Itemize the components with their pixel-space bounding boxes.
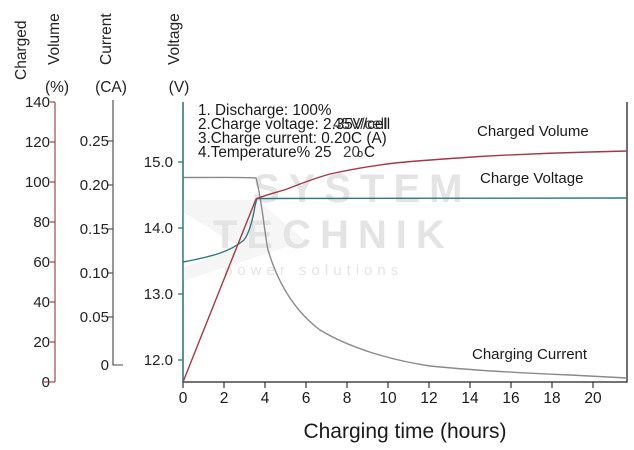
- svg-text:(CA): (CA): [95, 79, 127, 96]
- svg-text:Charged Volume: Charged Volume: [477, 123, 589, 140]
- svg-text:Voltage: Voltage: [166, 13, 183, 65]
- svg-text:0.25: 0.25: [80, 133, 109, 150]
- svg-text:(V): (V): [169, 79, 190, 96]
- svg-text:0.15: 0.15: [80, 221, 109, 238]
- svg-text:20: 20: [33, 334, 50, 351]
- svg-text:Charging Current: Charging Current: [472, 346, 588, 363]
- svg-text:140: 140: [25, 94, 50, 111]
- svg-text:13.0: 13.0: [144, 286, 173, 303]
- svg-text:o: o: [357, 148, 363, 160]
- svg-text:TECHNIK: TECHNIK: [213, 213, 454, 257]
- svg-text:0: 0: [101, 357, 109, 374]
- svg-text:15.0: 15.0: [144, 154, 173, 171]
- svg-text:16: 16: [502, 390, 519, 407]
- svg-text:80: 80: [33, 214, 50, 231]
- svg-text:4: 4: [261, 390, 270, 407]
- svg-text:Current: Current: [98, 13, 115, 65]
- svg-text:0.20: 0.20: [80, 177, 109, 194]
- svg-text:Volume: Volume: [46, 13, 63, 65]
- svg-text:18: 18: [543, 390, 560, 407]
- svg-text:10: 10: [379, 390, 397, 407]
- svg-text:8: 8: [343, 390, 352, 407]
- svg-text:0: 0: [179, 390, 188, 407]
- svg-text:14.0: 14.0: [144, 220, 173, 237]
- svg-text:Charged: Charged: [13, 21, 30, 80]
- svg-text:100: 100: [25, 174, 50, 191]
- svg-text:power solutions: power solutions: [224, 262, 403, 279]
- svg-text:Charge Voltage: Charge Voltage: [480, 170, 583, 187]
- svg-text:120: 120: [25, 134, 50, 151]
- svg-text:0.10: 0.10: [80, 265, 109, 282]
- svg-text:20: 20: [584, 390, 602, 407]
- svg-text:Charging time (hours): Charging time (hours): [303, 420, 506, 443]
- svg-text:C: C: [364, 144, 375, 161]
- svg-text:60: 60: [33, 254, 50, 271]
- svg-text:0.05: 0.05: [80, 309, 109, 326]
- svg-text:12: 12: [420, 390, 437, 407]
- svg-text:2: 2: [220, 390, 229, 407]
- svg-text:6: 6: [302, 390, 311, 407]
- svg-text:14: 14: [461, 390, 479, 407]
- svg-text:12.0: 12.0: [144, 352, 173, 369]
- svg-text:40: 40: [33, 294, 50, 311]
- svg-text:4.Temperature% 25: 4.Temperature% 25: [198, 144, 332, 161]
